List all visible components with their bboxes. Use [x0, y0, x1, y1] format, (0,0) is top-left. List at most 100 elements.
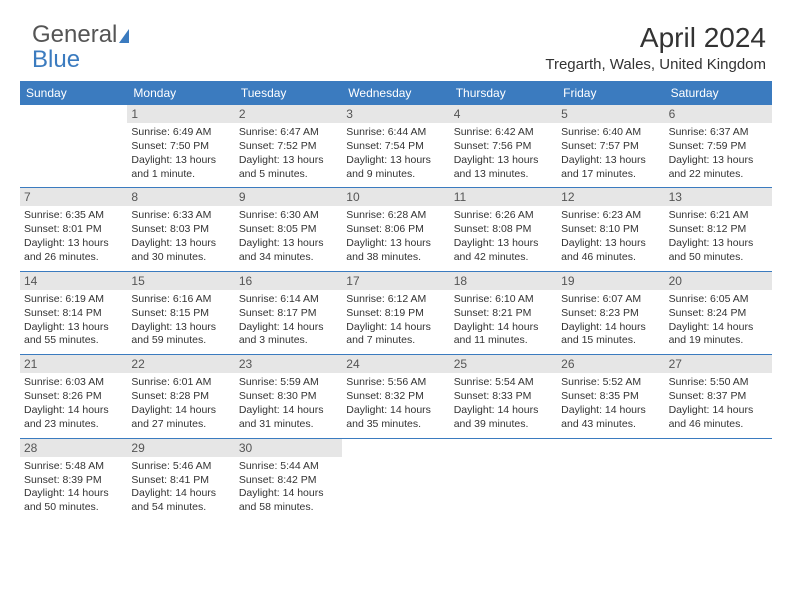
day-cell: 29 Sunrise: 5:46 AMSunset: 8:41 PMDayligh… — [127, 439, 234, 521]
title-block: April 2024 Tregarth, Wales, United Kingd… — [545, 22, 772, 73]
logo: GeneralBlue — [20, 22, 129, 72]
day-number: 3 — [342, 105, 449, 123]
day-number: 28 — [20, 439, 127, 457]
day-text: Sunrise: 6:26 AMSunset: 8:08 PMDaylight:… — [454, 209, 553, 264]
day-text: Sunrise: 6:28 AMSunset: 8:06 PMDaylight:… — [346, 209, 445, 264]
day-cell: 18 Sunrise: 6:10 AMSunset: 8:21 PMDayligh… — [450, 272, 557, 354]
day-text: Sunrise: 6:01 AMSunset: 8:28 PMDaylight:… — [131, 376, 230, 431]
day-cell: 16Sunrise: 6:14 AMSunset: 8:17 PMDayligh… — [235, 272, 342, 354]
logo-triangle-icon — [119, 29, 129, 43]
day-number: 4 — [450, 105, 557, 123]
calendar: SundayMondayTuesdayWednesdayThursdayFrid… — [20, 81, 772, 521]
day-text: Sunrise: 6:42 AMSunset: 7:56 PMDaylight:… — [454, 126, 553, 181]
day-number: 26 — [557, 355, 664, 373]
day-number: 1 — [127, 105, 234, 123]
day-number: 24 — [342, 355, 449, 373]
weekday-header: Saturday — [665, 81, 772, 105]
day-text: Sunrise: 6:49 AMSunset: 7:50 PMDaylight:… — [131, 126, 230, 181]
day-cell: 27Sunrise: 5:50 AMSunset: 8:37 PMDayligh… — [665, 355, 772, 437]
day-cell: 21 Sunrise: 6:03 AMSunset: 8:26 PMDayligh… — [20, 355, 127, 437]
day-text: Sunrise: 6:21 AMSunset: 8:12 PMDaylight:… — [669, 209, 768, 264]
day-cell-empty — [20, 105, 127, 187]
day-cell: 14Sunrise: 6:19 AMSunset: 8:14 PMDayligh… — [20, 272, 127, 354]
week-row: 14Sunrise: 6:19 AMSunset: 8:14 PMDayligh… — [20, 272, 772, 355]
day-number: 14 — [20, 272, 127, 290]
weekday-row: SundayMondayTuesdayWednesdayThursdayFrid… — [20, 81, 772, 105]
day-text: Sunrise: 5:46 AMSunset: 8:41 PMDaylight:… — [131, 460, 230, 515]
day-number: 27 — [665, 355, 772, 373]
day-cell: 24 Sunrise: 5:56 AMSunset: 8:32 PMDayligh… — [342, 355, 449, 437]
day-cell-empty — [557, 439, 664, 521]
day-text: Sunrise: 6:07 AMSunset: 8:23 PMDaylight:… — [561, 293, 660, 348]
day-number: 17 — [342, 272, 449, 290]
day-cell: 12 Sunrise: 6:23 AMSunset: 8:10 PMDayligh… — [557, 188, 664, 270]
weekday-header: Sunday — [20, 81, 127, 105]
week-row: 21 Sunrise: 6:03 AMSunset: 8:26 PMDayligh… — [20, 355, 772, 438]
day-number: 19 — [557, 272, 664, 290]
day-cell: 8Sunrise: 6:33 AMSunset: 8:03 PMDaylight… — [127, 188, 234, 270]
day-text: Sunrise: 6:16 AMSunset: 8:15 PMDaylight:… — [131, 293, 230, 348]
day-cell-empty — [665, 439, 772, 521]
day-number: 10 — [342, 188, 449, 206]
month-title: April 2024 — [545, 22, 766, 54]
day-cell: 13 Sunrise: 6:21 AMSunset: 8:12 PMDayligh… — [665, 188, 772, 270]
day-text: Sunrise: 6:37 AMSunset: 7:59 PMDaylight:… — [669, 126, 768, 181]
day-text: Sunrise: 5:54 AMSunset: 8:33 PMDaylight:… — [454, 376, 553, 431]
day-cell: 9 Sunrise: 6:30 AMSunset: 8:05 PMDaylight… — [235, 188, 342, 270]
day-number: 20 — [665, 272, 772, 290]
day-number: 11 — [450, 188, 557, 206]
day-text: Sunrise: 5:52 AMSunset: 8:35 PMDaylight:… — [561, 376, 660, 431]
day-cell: 2 Sunrise: 6:47 AMSunset: 7:52 PMDaylight… — [235, 105, 342, 187]
day-cell: 26 Sunrise: 5:52 AMSunset: 8:35 PMDayligh… — [557, 355, 664, 437]
day-number: 7 — [20, 188, 127, 206]
day-cell: 19 Sunrise: 6:07 AMSunset: 8:23 PMDayligh… — [557, 272, 664, 354]
day-cell: 7Sunrise: 6:35 AMSunset: 8:01 PMDaylight… — [20, 188, 127, 270]
header: GeneralBlue April 2024 Tregarth, Wales, … — [20, 22, 772, 73]
logo-word2: Blue — [32, 46, 80, 73]
day-text: Sunrise: 6:30 AMSunset: 8:05 PMDaylight:… — [239, 209, 338, 264]
day-text: Sunrise: 6:47 AMSunset: 7:52 PMDaylight:… — [239, 126, 338, 181]
day-number: 18 — [450, 272, 557, 290]
day-cell: 5Sunrise: 6:40 AMSunset: 7:57 PMDaylight… — [557, 105, 664, 187]
day-number: 29 — [127, 439, 234, 457]
day-number: 15 — [127, 272, 234, 290]
weekday-header: Wednesday — [342, 81, 449, 105]
day-text: Sunrise: 6:03 AMSunset: 8:26 PMDaylight:… — [24, 376, 123, 431]
day-number: 25 — [450, 355, 557, 373]
weekday-header: Tuesday — [235, 81, 342, 105]
day-cell: 15 Sunrise: 6:16 AMSunset: 8:15 PMDayligh… — [127, 272, 234, 354]
day-text: Sunrise: 5:56 AMSunset: 8:32 PMDaylight:… — [346, 376, 445, 431]
day-cell: 20 Sunrise: 6:05 AMSunset: 8:24 PMDayligh… — [665, 272, 772, 354]
weekday-header: Monday — [127, 81, 234, 105]
day-text: Sunrise: 5:48 AMSunset: 8:39 PMDaylight:… — [24, 460, 123, 515]
day-cell-empty — [342, 439, 449, 521]
day-number: 13 — [665, 188, 772, 206]
day-cell: 4 Sunrise: 6:42 AMSunset: 7:56 PMDaylight… — [450, 105, 557, 187]
day-text: Sunrise: 5:59 AMSunset: 8:30 PMDaylight:… — [239, 376, 338, 431]
day-number: 6 — [665, 105, 772, 123]
day-number: 30 — [235, 439, 342, 457]
day-number: 21 — [20, 355, 127, 373]
week-row: 1 Sunrise: 6:49 AMSunset: 7:50 PMDaylight… — [20, 105, 772, 188]
day-number: 16 — [235, 272, 342, 290]
day-number: 5 — [557, 105, 664, 123]
day-cell: 11 Sunrise: 6:26 AMSunset: 8:08 PMDayligh… — [450, 188, 557, 270]
day-number: 2 — [235, 105, 342, 123]
weekday-header: Friday — [557, 81, 664, 105]
day-number: 12 — [557, 188, 664, 206]
logo-word1: General — [32, 21, 117, 48]
day-text: Sunrise: 6:23 AMSunset: 8:10 PMDaylight:… — [561, 209, 660, 264]
day-text: Sunrise: 5:44 AMSunset: 8:42 PMDaylight:… — [239, 460, 338, 515]
day-number: 22 — [127, 355, 234, 373]
day-number: 9 — [235, 188, 342, 206]
location: Tregarth, Wales, United Kingdom — [545, 56, 766, 73]
day-cell: 6 Sunrise: 6:37 AMSunset: 7:59 PMDaylight… — [665, 105, 772, 187]
day-cell: 22 Sunrise: 6:01 AMSunset: 8:28 PMDayligh… — [127, 355, 234, 437]
day-cell: 30 Sunrise: 5:44 AMSunset: 8:42 PMDayligh… — [235, 439, 342, 521]
day-text: Sunrise: 6:10 AMSunset: 8:21 PMDaylight:… — [454, 293, 553, 348]
day-text: Sunrise: 6:05 AMSunset: 8:24 PMDaylight:… — [669, 293, 768, 348]
day-text: Sunrise: 6:12 AMSunset: 8:19 PMDaylight:… — [346, 293, 445, 348]
day-text: Sunrise: 6:33 AMSunset: 8:03 PMDaylight:… — [131, 209, 230, 264]
week-row: 28 Sunrise: 5:48 AMSunset: 8:39 PMDayligh… — [20, 439, 772, 521]
day-cell: 1 Sunrise: 6:49 AMSunset: 7:50 PMDaylight… — [127, 105, 234, 187]
